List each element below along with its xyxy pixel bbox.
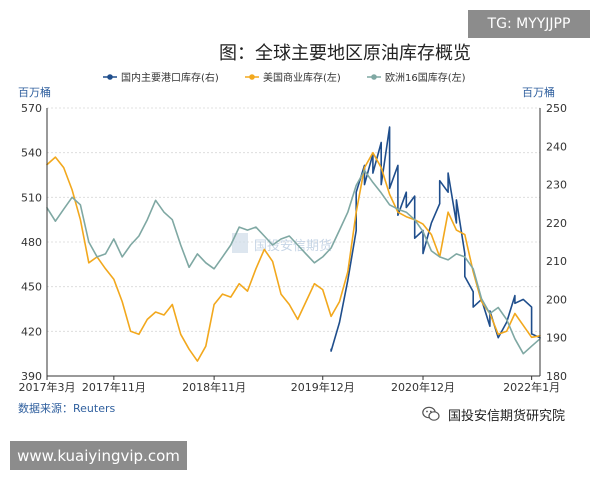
x-tick-label: 2022年1月 — [503, 380, 560, 394]
y-right-unit-label: 百万桶 — [522, 85, 555, 99]
legend-swatch-marker — [107, 74, 113, 80]
y-right-tick-label: 190 — [546, 332, 567, 345]
chart-title: 图：全球主要地区原油库存概览 — [219, 43, 471, 64]
legend-label: 美国商业库存(左) — [263, 71, 341, 84]
y-right-tick-label: 220 — [546, 217, 567, 230]
y-left-tick-label: 420 — [21, 325, 42, 338]
y-right-tick-label: 250 — [546, 102, 567, 115]
y-right-tick-label: 180 — [546, 370, 567, 383]
watermark-logo-icon — [232, 233, 248, 253]
x-tick-label: 2017年11月 — [82, 380, 146, 394]
y-right-tick-label: 210 — [546, 255, 567, 268]
y-left-tick-label: 450 — [21, 281, 42, 294]
y-right-tick-label: 200 — [546, 293, 567, 306]
publisher-name: 国投安信期货研究院 — [448, 408, 566, 424]
legend-swatch-marker — [371, 74, 377, 80]
y-right-tick-label: 230 — [546, 179, 567, 192]
y-left-tick-label: 480 — [21, 236, 42, 249]
top-badge: TG: MYYJJPP — [468, 10, 590, 38]
watermark: 国投安信期货 — [232, 233, 332, 254]
legend: 国内主要港口库存(右) 美国商业库存(左) 欧洲16国库存(左) — [103, 71, 466, 84]
publisher-mark: 国投安信期货研究院 — [422, 404, 565, 424]
wechat-icon — [422, 406, 440, 421]
y-right-tick-label: 240 — [546, 140, 567, 153]
series-line — [46, 151, 541, 362]
site-badge: www.kuaiyingvip.com — [10, 441, 187, 470]
y-left-unit-label: 百万桶 — [18, 85, 51, 99]
data-source-label: 数据来源：Reuters — [18, 402, 116, 415]
y-left-tick-label: 540 — [21, 147, 42, 160]
x-tick-label: 2017年3月 — [19, 380, 76, 394]
x-tick-label: 2019年12月 — [291, 380, 355, 394]
y-left-tick-label: 570 — [21, 102, 42, 115]
series-line — [330, 126, 541, 352]
legend-swatch-marker — [249, 74, 255, 80]
legend-label: 国内主要港口库存(右) — [121, 71, 219, 84]
axis-layer: 390 420 450 480 510 540 570 180 190 200 210 220 230 2… — [19, 102, 568, 394]
watermark-text: 国投安信期货 — [254, 238, 332, 254]
y-left-tick-label: 510 — [21, 191, 42, 204]
x-tick-label: 2020年12月 — [391, 380, 455, 394]
y-left-tick-label: 390 — [21, 370, 42, 383]
legend-label: 欧洲16国库存(左) — [385, 71, 466, 84]
x-tick-label: 2018年11月 — [182, 380, 246, 394]
series-line — [46, 169, 541, 355]
series-layer — [46, 126, 541, 362]
